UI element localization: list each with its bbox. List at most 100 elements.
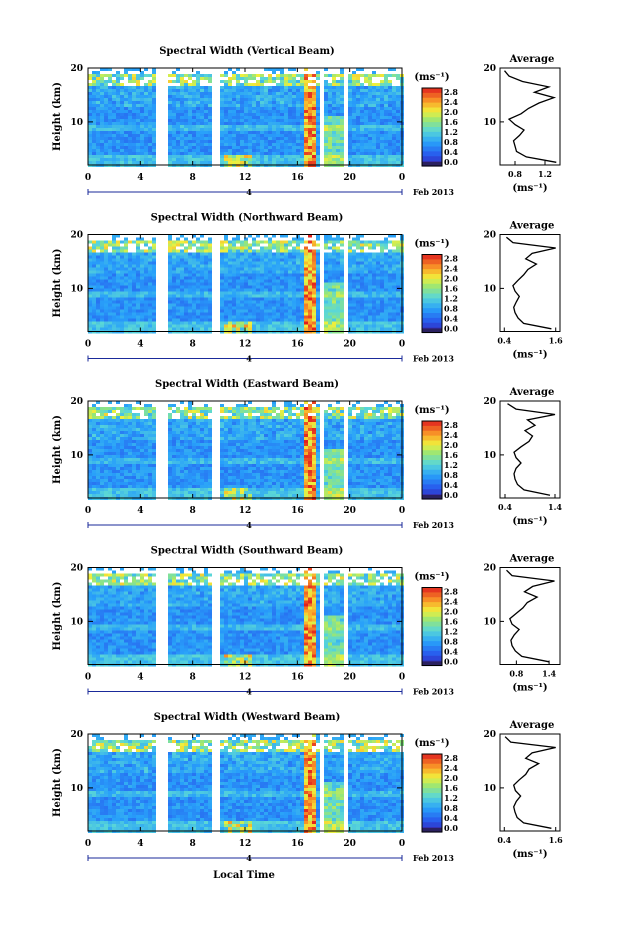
heatmap-cell	[252, 422, 256, 425]
heatmap-cell	[224, 264, 228, 268]
heatmap-cell	[364, 86, 368, 89]
heatmap-cells	[88, 234, 404, 334]
heatmap-cell	[272, 92, 276, 95]
heatmap-cell	[124, 261, 128, 265]
heatmap-cell	[112, 258, 116, 262]
heatmap-cell	[372, 110, 376, 113]
heatmap-cell	[280, 315, 284, 319]
heatmap-cell	[196, 324, 200, 328]
heatmap-cell	[300, 237, 304, 241]
heatmap-cell	[172, 125, 176, 128]
heatmap-cell	[224, 128, 228, 131]
heatmap-cell	[308, 285, 312, 289]
heatmap-cell	[128, 324, 132, 328]
heatmap-cell	[100, 318, 104, 322]
heatmap-cell	[144, 137, 148, 140]
heatmap-cell	[384, 309, 388, 313]
heatmap-cell	[228, 255, 232, 259]
heatmap-cell	[96, 134, 100, 137]
heatmap-cell	[236, 234, 240, 238]
heatmap-cell	[256, 306, 260, 310]
heatmap-cell	[328, 324, 332, 328]
heatmap-cell	[264, 101, 268, 104]
heatmap-cell	[380, 306, 384, 310]
colorbar-step	[422, 308, 442, 314]
heatmap-cell	[336, 152, 340, 155]
heatmap-cell	[392, 92, 396, 95]
heatmap-cell	[144, 291, 148, 295]
heatmap-cell	[92, 116, 96, 119]
heatmap-cell	[296, 119, 300, 122]
heatmap-cell	[228, 119, 232, 122]
colorbar-tick-label: 0.0	[444, 324, 458, 334]
heatmap-cell	[308, 267, 312, 271]
heatmap-cell	[224, 125, 228, 128]
heatmap-cell	[152, 297, 156, 301]
heatmap-cell	[360, 321, 364, 325]
heatmap-cell	[348, 98, 352, 101]
heatmap-cell	[300, 270, 304, 274]
heatmap-cell	[224, 419, 228, 422]
heatmap-cell	[96, 243, 100, 247]
heatmap-cell	[288, 110, 292, 113]
heatmap-cell	[360, 146, 364, 149]
heatmap-cell	[180, 149, 184, 152]
heatmap-cell	[332, 309, 336, 313]
heatmap-cell	[272, 327, 276, 331]
heatmap-cell	[180, 92, 184, 95]
heatmap-cell	[276, 83, 280, 86]
heatmap-cell	[200, 74, 204, 77]
heatmap-cell	[88, 95, 92, 98]
heatmap-cell	[204, 119, 208, 122]
heatmap-cell	[132, 98, 136, 101]
heatmap-cell	[284, 410, 288, 413]
heatmap-cell	[260, 77, 264, 80]
heatmap-cell	[96, 422, 100, 425]
heatmap-cell	[328, 101, 332, 104]
heatmap-cell	[304, 264, 308, 268]
heatmap-cell	[296, 300, 300, 304]
heatmap-cell	[136, 270, 140, 274]
heatmap-cell	[188, 404, 192, 407]
heatmap-cell	[248, 119, 252, 122]
heatmap-cell	[356, 303, 360, 307]
heatmap-cell	[288, 240, 292, 244]
heatmap-cell	[136, 401, 140, 404]
heatmap-cell	[132, 306, 136, 310]
heatmap-cell	[276, 282, 280, 286]
heatmap-cell	[276, 416, 280, 419]
heatmap-cell	[144, 312, 148, 316]
heatmap-cell	[252, 89, 256, 92]
heatmap-cell	[336, 137, 340, 140]
heatmap-cell	[96, 288, 100, 292]
heatmap-cell	[192, 155, 196, 158]
heatmap-cell	[332, 119, 336, 122]
heatmap-cell	[188, 321, 192, 325]
heatmap-cell	[172, 104, 176, 107]
heatmap-cell	[112, 95, 116, 98]
heatmap-cell	[296, 122, 300, 125]
heatmap-cell	[348, 80, 352, 83]
heatmap-cell	[152, 270, 156, 274]
heatmap-cell	[208, 327, 212, 331]
heatmap-cell	[304, 110, 308, 113]
heatmap-cell	[380, 246, 384, 250]
heatmap-cell	[264, 240, 268, 244]
heatmap-cell	[204, 246, 208, 250]
heatmap-cell	[340, 104, 344, 107]
heatmap-cell	[276, 303, 280, 307]
heatmap-cell	[144, 422, 148, 425]
heatmap-cell	[396, 104, 400, 107]
heatmap-cell	[224, 74, 228, 77]
heatmap-cell	[108, 243, 112, 247]
heatmap-cell	[256, 282, 260, 286]
heatmap-cell	[280, 137, 284, 140]
heatmap-cell	[132, 146, 136, 149]
heatmap-cell	[348, 116, 352, 119]
heatmap-cell	[328, 419, 332, 422]
heatmap-cell	[376, 98, 380, 101]
heatmap-cell	[268, 243, 272, 247]
heatmap-cell	[204, 140, 208, 143]
heatmap-cell	[204, 407, 208, 410]
heatmap-cell	[264, 276, 268, 280]
